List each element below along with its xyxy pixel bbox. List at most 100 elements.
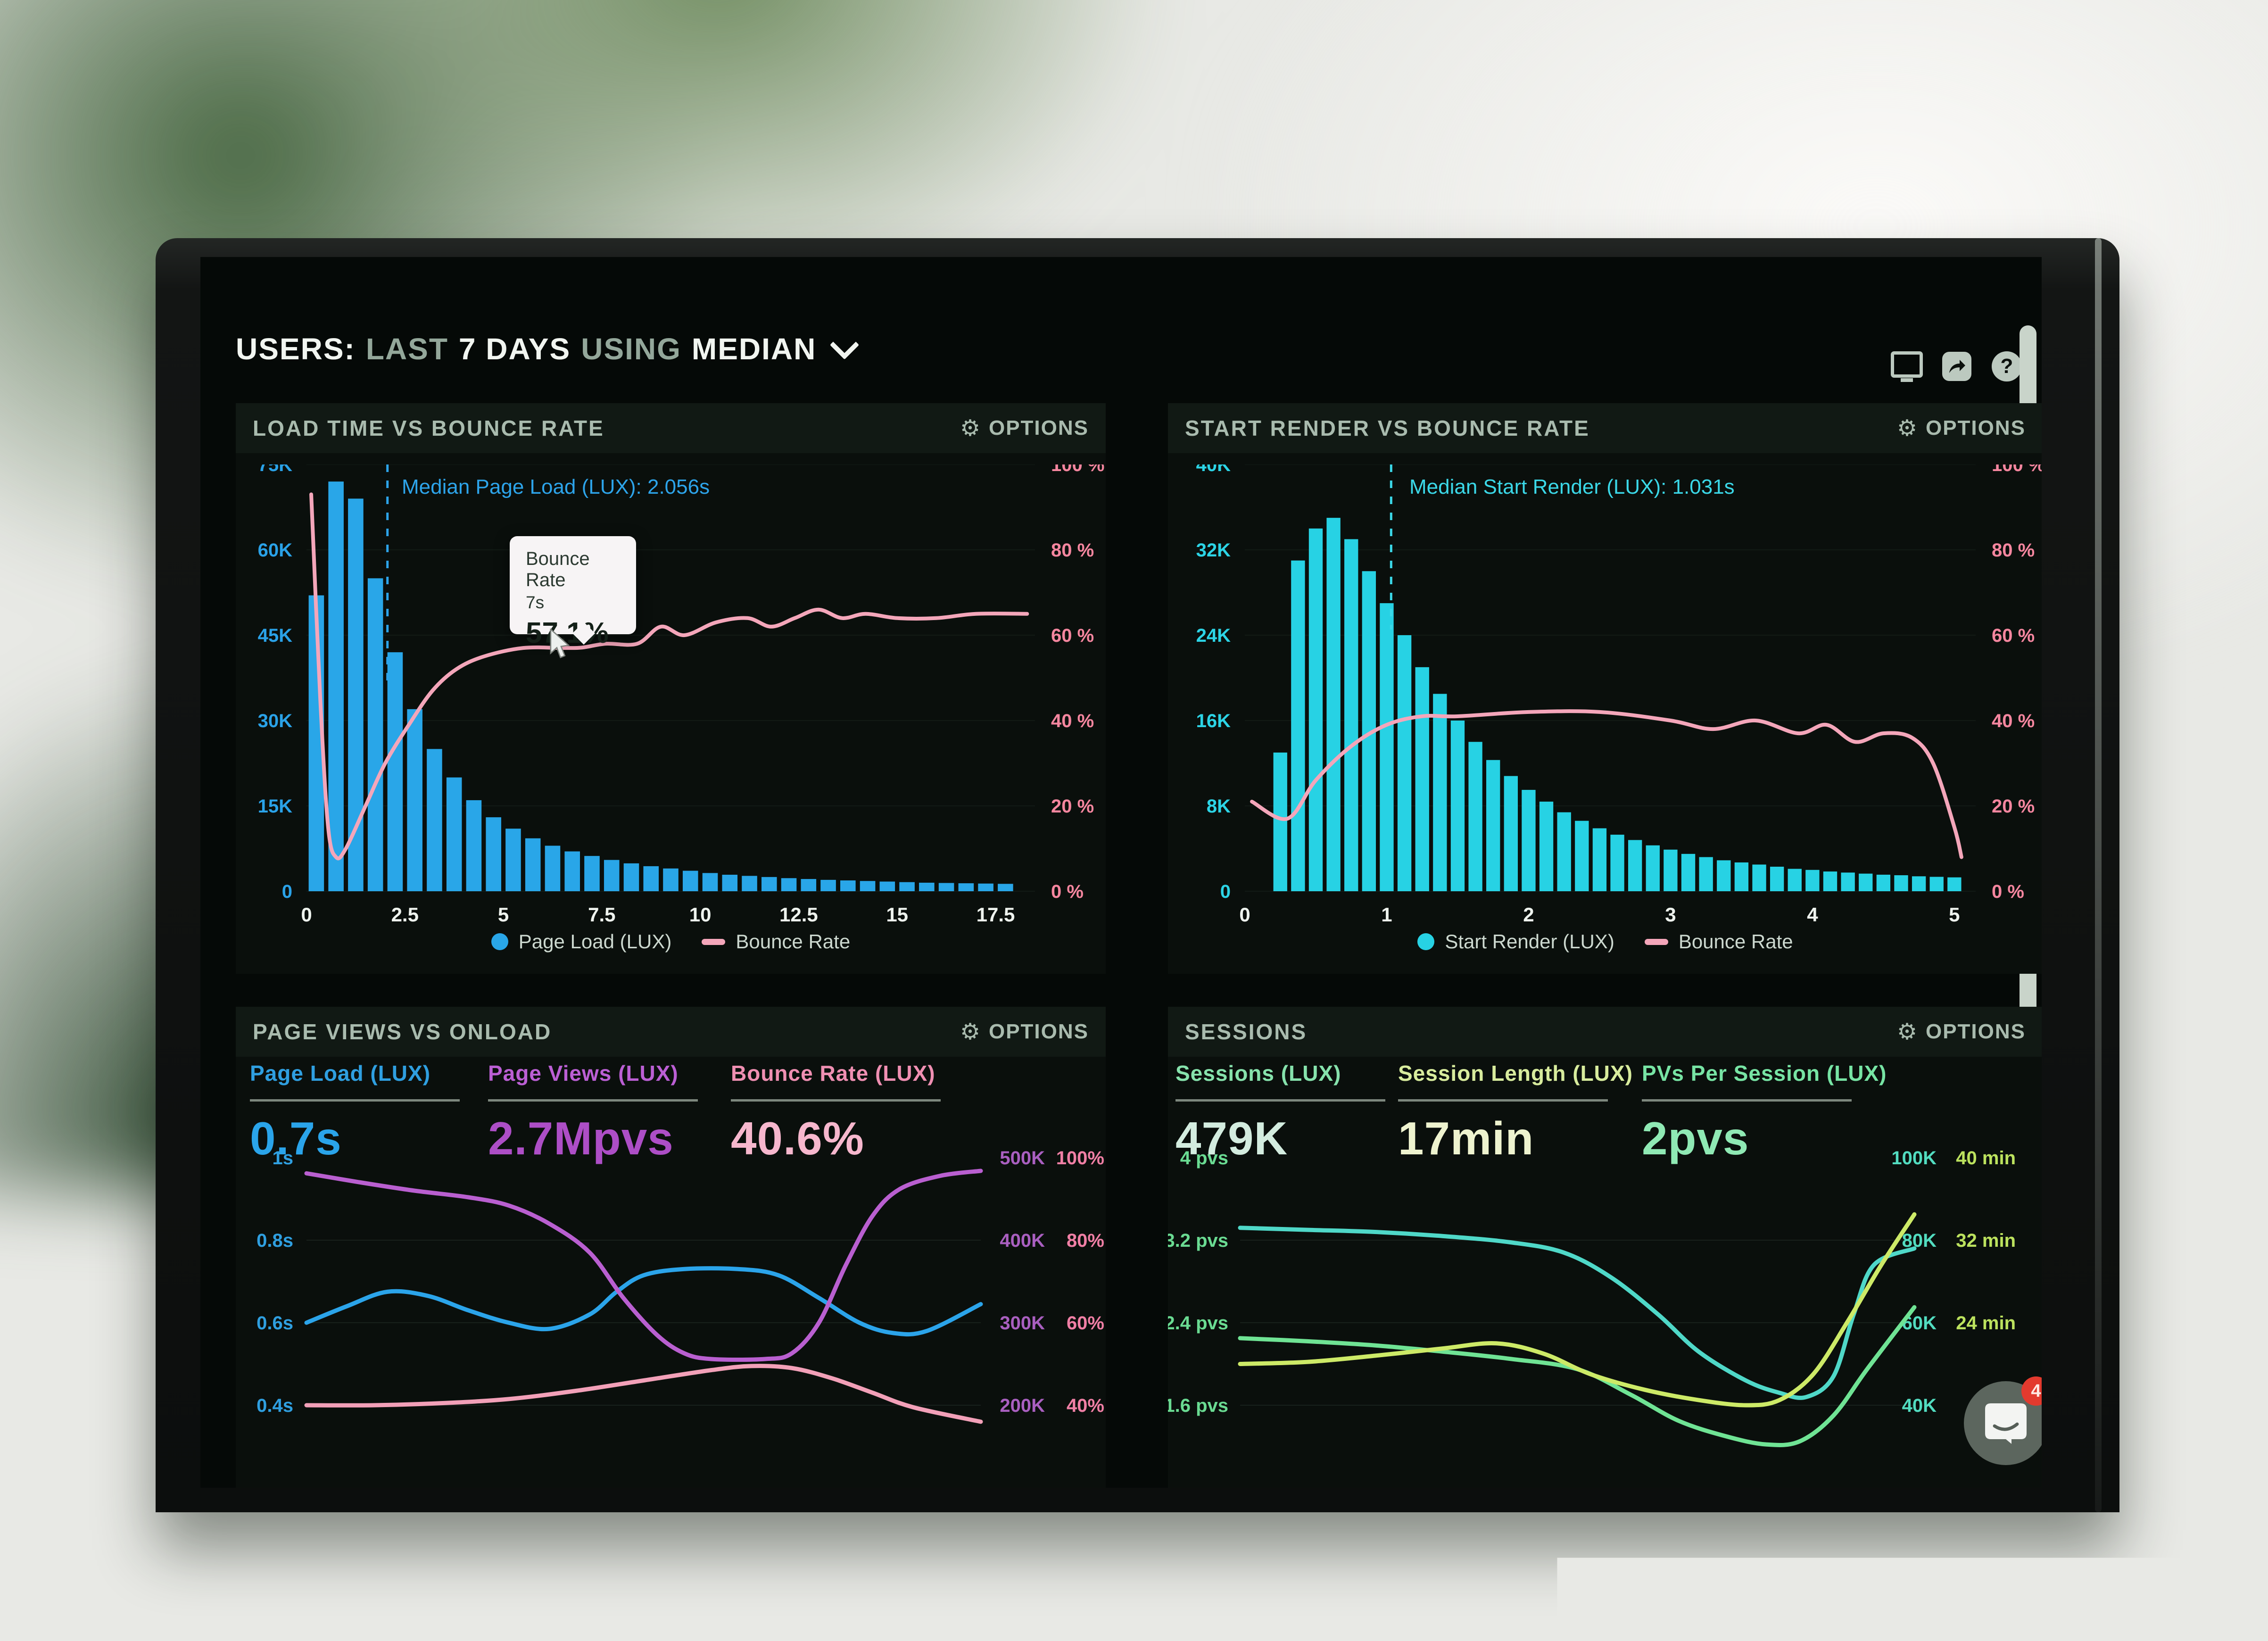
svg-text:500K: 500K [1000,1148,1045,1169]
svg-text:0 %: 0 % [1051,881,1084,902]
options-button[interactable]: ⚙ OPTIONS [1897,1019,2026,1045]
svg-text:0.8s: 0.8s [257,1230,293,1251]
svg-text:2.5: 2.5 [391,903,419,926]
svg-text:Median Start Render (LUX): 1.0: Median Start Render (LUX): 1.031s [1409,475,1735,498]
svg-text:0 %: 0 % [1992,881,2024,902]
svg-text:2: 2 [1523,903,1534,926]
title-median: MEDIAN [692,332,816,366]
display-icon[interactable] [1891,350,1923,382]
legend-dash-icon [702,939,725,945]
svg-text:100%: 100% [1056,1148,1104,1169]
svg-text:60%: 60% [1067,1313,1104,1334]
svg-text:2.4 pvs: 2.4 pvs [1168,1313,1228,1334]
svg-text:80K: 80K [1902,1230,1937,1251]
tooltip-value: 57.1% [526,616,632,650]
svg-text:24K: 24K [1196,625,1231,646]
svg-text:40 min: 40 min [1956,1148,2016,1169]
panel-sessions: SESSIONS ⚙ OPTIONS Sessions (LUX) 479K S… [1168,1007,2042,1488]
svg-text:100 %: 100 % [1051,464,1104,475]
help-icon[interactable]: ? [1991,350,2023,382]
title-users: USERS: [236,332,356,366]
tooltip-x-value: 7s [526,593,632,613]
svg-text:4: 4 [1807,903,1818,926]
svg-text:40 %: 40 % [1992,711,2035,731]
panel-page-views-vs-onload: PAGE VIEWS VS ONLOAD ⚙ OPTIONS Page Load… [236,1007,1106,1488]
svg-text:100 %: 100 % [1992,464,2042,475]
svg-text:0: 0 [1220,881,1231,902]
panel-header: SESSIONS ⚙ OPTIONS [1168,1007,2042,1057]
title-7days: 7 DAYS [459,332,571,366]
chevron-down-icon[interactable] [830,330,859,359]
svg-text:100K: 100K [1891,1148,1937,1169]
chat-launcher-button[interactable]: 4 [1964,1381,2042,1465]
panel-start-render-vs-bounce-rate: START RENDER VS BOUNCE RATE ⚙ OPTIONS 40… [1168,403,2042,974]
svg-text:17.5: 17.5 [977,903,1015,926]
svg-text:0: 0 [282,881,292,902]
svg-text:16K: 16K [1196,711,1231,731]
stat-underline [1175,1099,1385,1102]
svg-text:3.2 pvs: 3.2 pvs [1168,1230,1228,1251]
svg-text:8K: 8K [1207,796,1231,817]
gear-icon: ⚙ [1897,1019,1918,1045]
sessions-chart: 4 pvs 100K 40 min 3.2 pvs 80K 32 min 2.4 pvs 60… [1168,1148,2042,1488]
svg-text:80 %: 80 % [1992,540,2035,561]
legend-page-load[interactable]: Page Load (LUX) [491,930,672,953]
panel-header: LOAD TIME VS BOUNCE RATE ⚙ OPTIONS [236,403,1106,453]
options-label: OPTIONS [1926,416,2026,440]
options-label: OPTIONS [1926,1020,2026,1044]
share-icon[interactable] [1941,350,1973,382]
svg-text:24 min: 24 min [1956,1313,2016,1334]
legend-bounce-rate[interactable]: Bounce Rate [1645,930,1793,953]
svg-text:12.5: 12.5 [779,903,818,926]
stat-underline [1642,1099,1852,1102]
legend-bounce-rate[interactable]: Bounce Rate [702,930,850,953]
stat-underline [731,1099,941,1102]
panel-header: PAGE VIEWS VS ONLOAD ⚙ OPTIONS [236,1007,1106,1057]
options-label: OPTIONS [989,1020,1089,1044]
svg-text:0: 0 [301,903,312,926]
stat-underline [488,1099,698,1102]
svg-text:7.5: 7.5 [588,903,615,926]
svg-text:80%: 80% [1067,1230,1104,1251]
svg-text:32 min: 32 min [1956,1230,2016,1251]
chat-bubble-icon [1983,1401,2028,1445]
legend-dot-icon [491,933,508,950]
chart-tooltip: Bounce Rate 7s 57.1% [510,536,636,634]
laptop-screen: USERS: LAST 7 DAYS USING MEDIAN ? LOAD T… [156,238,2119,1512]
svg-text:4 pvs: 4 pvs [1180,1148,1228,1169]
svg-text:5: 5 [498,903,509,926]
stat-underline [1398,1099,1608,1102]
page-views-chart: 1s 500K 100% 0.8s 400K 80% 0.6s 300K 60% 0.4s 200K… [236,1148,1106,1488]
panel-title: START RENDER VS BOUNCE RATE [1185,415,1590,441]
options-button[interactable]: ⚙ OPTIONS [960,415,1089,441]
svg-text:10: 10 [689,903,712,926]
svg-text:3: 3 [1665,903,1676,926]
dashboard: USERS: LAST 7 DAYS USING MEDIAN ? LOAD T… [200,257,2042,1488]
svg-text:60 %: 60 % [1992,625,2035,646]
stat-underline [250,1099,460,1102]
gear-icon: ⚙ [960,415,981,441]
svg-text:20 %: 20 % [1992,796,2035,817]
svg-text:0.6s: 0.6s [257,1313,293,1334]
start-render-chart: 40K 100 % 32K 80 % 24K 60 % 16K 40 % 8K 20 % 0 0 % M… [1168,464,2042,957]
title-using: USING [581,332,681,366]
options-button[interactable]: ⚙ OPTIONS [1897,415,2026,441]
svg-text:32K: 32K [1196,540,1231,561]
svg-text:1: 1 [1381,903,1392,926]
svg-text:40%: 40% [1067,1395,1104,1416]
legend-dash-icon [1645,939,1668,945]
legend-start-render[interactable]: Start Render (LUX) [1417,930,1614,953]
page-title-dropdown[interactable]: USERS: LAST 7 DAYS USING MEDIAN [236,328,855,370]
svg-text:30K: 30K [258,711,292,731]
svg-text:400K: 400K [1000,1230,1045,1251]
options-button[interactable]: ⚙ OPTIONS [960,1019,1089,1045]
gear-icon: ⚙ [1897,415,1918,441]
tooltip-title: Bounce Rate [526,548,632,591]
title-last: LAST [366,332,448,366]
svg-text:40K: 40K [1196,464,1231,475]
options-label: OPTIONS [989,416,1089,440]
mouse-cursor-icon [549,629,573,663]
svg-text:0.4s: 0.4s [257,1395,293,1416]
svg-text:20 %: 20 % [1051,796,1094,817]
svg-text:Median Page Load (LUX): 2.056s: Median Page Load (LUX): 2.056s [402,475,710,498]
